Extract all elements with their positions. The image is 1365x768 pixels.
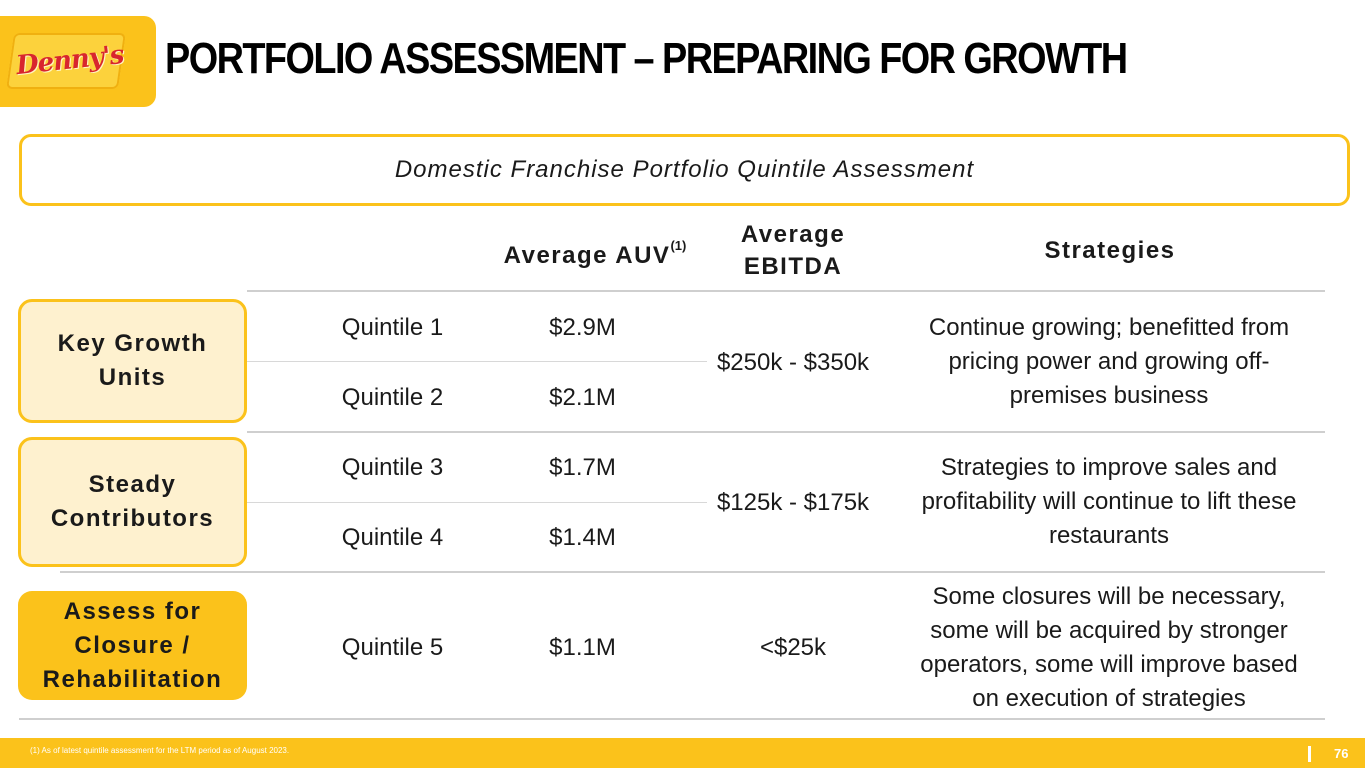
page-divider — [1308, 746, 1311, 762]
group-label-key-growth: Key Growth Units — [18, 299, 247, 423]
ebitda-value: $125k - $175k — [716, 489, 870, 516]
header-strategies: Strategies — [1044, 237, 1176, 264]
banner-text: Domestic Franchise Portfolio Quintile As… — [394, 156, 975, 183]
quintile-label: Quintile 2 — [341, 384, 444, 411]
table-bottom-rule — [19, 718, 1325, 720]
header-average-auv: Average AUV(1) — [503, 238, 687, 269]
page-number: 76 — [1334, 746, 1349, 761]
auv-value: $2.9M — [549, 314, 616, 341]
logo-tab: Denny's — [0, 16, 156, 107]
quintile-label: Quintile 1 — [341, 314, 444, 341]
table-header-rule — [247, 290, 1325, 292]
auv-value: $1.4M — [549, 524, 616, 551]
group-label-steady-contributors: Steady Contributors — [18, 437, 247, 567]
strategy-text: Strategies to improve sales and profitab… — [921, 454, 1297, 549]
section-banner: Domestic Franchise Portfolio Quintile As… — [19, 134, 1350, 206]
page-title: PORTFOLIO ASSESSMENT – PREPARING FOR GRO… — [165, 34, 1128, 83]
quintile-label: Quintile 4 — [341, 524, 444, 551]
footnote: (1) As of latest quintile assessment for… — [30, 746, 290, 755]
row-divider — [247, 361, 707, 362]
ebitda-value: <$25k — [759, 634, 827, 661]
group-divider — [60, 571, 1325, 573]
header-average-ebitda: Average EBITDA — [740, 221, 846, 280]
row-divider — [247, 502, 707, 503]
quintile-label: Quintile 3 — [341, 454, 444, 481]
quintile-label: Quintile 5 — [341, 634, 444, 661]
auv-value: $2.1M — [549, 384, 616, 411]
footer-bar: (1) As of latest quintile assessment for… — [0, 738, 1365, 768]
strategy-text: Some closures will be necessary, some wi… — [920, 583, 1298, 712]
strategy-text: Continue growing; benefitted from pricin… — [928, 314, 1290, 409]
auv-value: $1.1M — [549, 634, 616, 661]
footnote-marker: (1) — [670, 238, 687, 253]
group-divider — [247, 431, 1325, 433]
ebitda-value: $250k - $350k — [716, 349, 870, 376]
group-label-assess-closure: Assess for Closure / Rehabilitation — [18, 591, 247, 700]
auv-value: $1.7M — [549, 454, 616, 481]
